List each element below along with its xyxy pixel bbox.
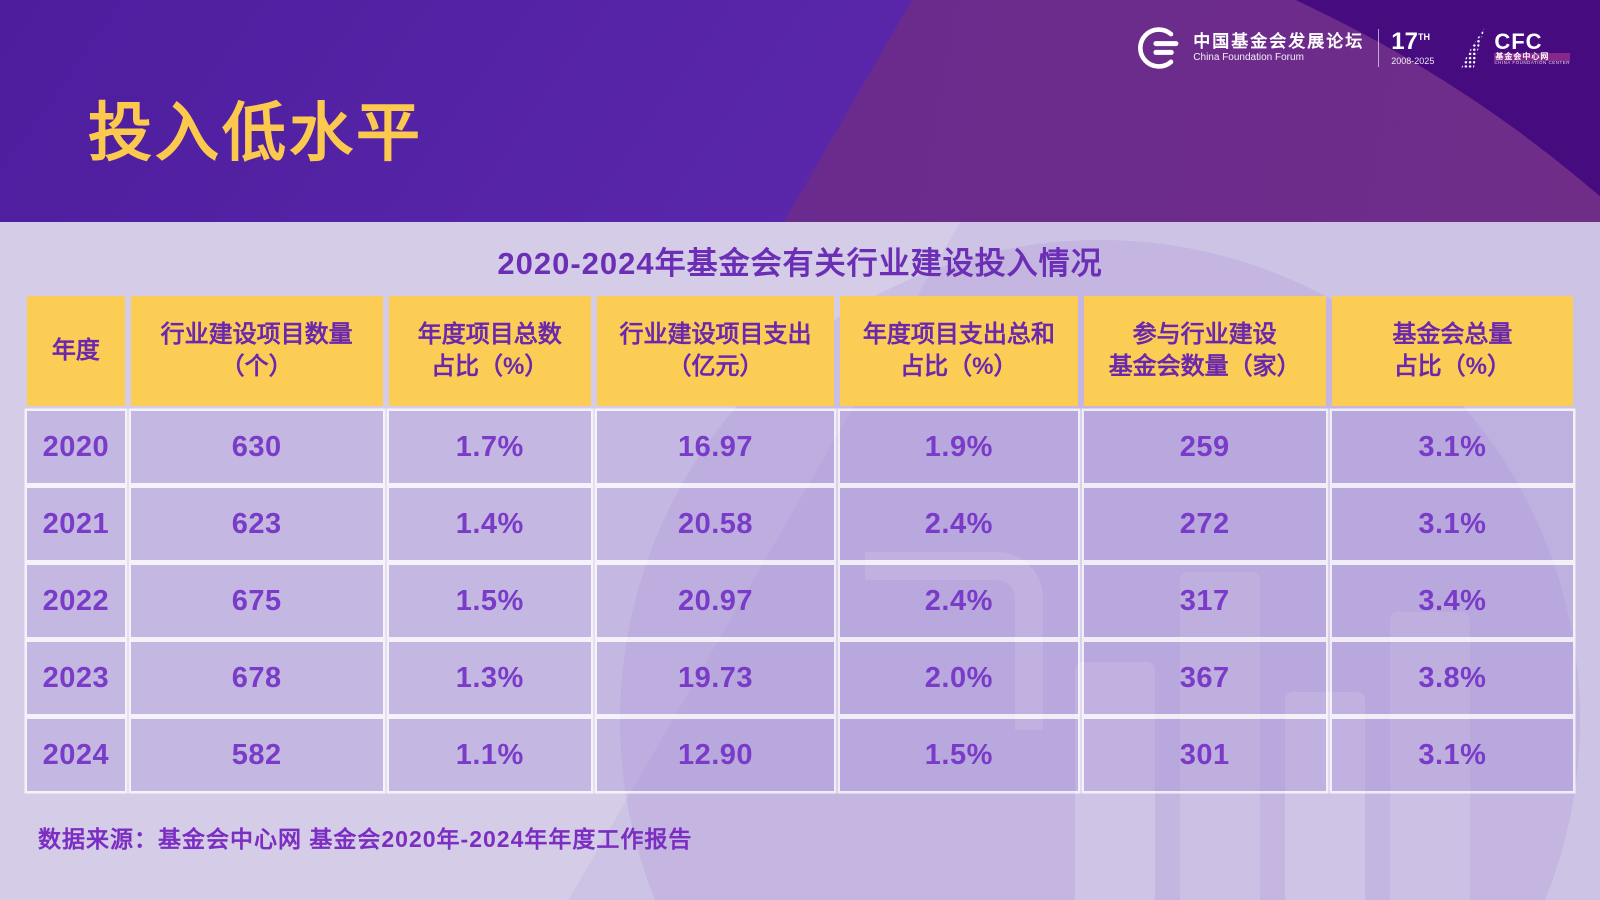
table-title: 2020-2024年基金会有关行业建设投入情况: [497, 246, 1103, 281]
table-cell: 367: [1083, 642, 1326, 714]
band-diagonal-decoration: [0, 0, 912, 222]
cfc-name-en: CHINA FOUNDATION CENTER: [1494, 60, 1570, 66]
table-cell: 3.1%: [1331, 488, 1573, 560]
table-cell: 3.4%: [1331, 565, 1573, 637]
col-header-expenditure-share: 年度项目支出总和 占比（%）: [840, 296, 1078, 406]
cff-ring-logo-icon: [1138, 27, 1179, 69]
cell-year: 2024: [27, 719, 125, 791]
bar-chart-watermark: [1180, 572, 1260, 900]
cff-name-en: China Foundation Forum: [1193, 52, 1304, 64]
table-cell: 259: [1083, 411, 1326, 483]
cfc-dotted-sail-logo-icon: [1461, 27, 1486, 68]
table-cell: 2.0%: [840, 642, 1078, 714]
table-cell: 1.5%: [388, 565, 591, 637]
cfc-abbr: CFC: [1494, 28, 1543, 54]
table-cell: 2.4%: [840, 565, 1078, 637]
cfc-name-cn: 基金会中心网: [1494, 52, 1570, 62]
table-cell: 623: [130, 488, 383, 560]
table-cell: 20.97: [596, 565, 835, 637]
cell-year: 2023: [27, 642, 125, 714]
bar-chart-watermark: [1390, 612, 1470, 900]
col-header-project-share: 年度项目总数 占比（%）: [388, 296, 591, 406]
cff-logo-group: 中国基金会发展论坛 China Foundation Forum: [1135, 24, 1364, 72]
bar-chart-watermark: [1075, 662, 1155, 900]
col-header-foundation-share: 基金会总量 占比（%）: [1331, 296, 1573, 406]
col-header-project-count: 行业建设项目数量 （个）: [130, 296, 383, 406]
cell-year: 2020: [27, 411, 125, 483]
data-table: 年度 行业建设项目数量 （个） 年度项目总数 占比（%） 行业建设项目支出 （亿元） …: [27, 296, 1573, 791]
table-cell: 1.9%: [840, 411, 1078, 483]
header-band: [0, 0, 1600, 222]
cfc-logo-group: CFC 基金会中心网 CHINA FOUNDATION CENTER: [1460, 26, 1570, 70]
col-header-foundation-count: 参与行业建设 基金会数量（家）: [1083, 296, 1326, 406]
table-cell: 678: [130, 642, 383, 714]
table-cell: 3.1%: [1331, 719, 1573, 791]
table-cell: 3.1%: [1331, 411, 1573, 483]
table-cell: 630: [130, 411, 383, 483]
cff-name-cn: 中国基金会发展论坛: [1193, 32, 1365, 52]
col-header-year: 年度: [27, 296, 125, 406]
table-cell: 1.1%: [388, 719, 591, 791]
table-cell: 2.4%: [840, 488, 1078, 560]
slide-body: 2020-2024年基金会有关行业建设投入情况 年度 行业建设项目数量 （个） 年…: [0, 222, 1600, 900]
table-cell: 1.5%: [840, 719, 1078, 791]
table-cell: 3.8%: [1331, 642, 1573, 714]
table-cell: 20.58: [596, 488, 835, 560]
table-cell: 1.4%: [388, 488, 591, 560]
table-cell: 1.3%: [388, 642, 591, 714]
rounded-corner-watermark: [865, 552, 1043, 730]
table-cell: 12.90: [596, 719, 835, 791]
table-cell: 317: [1083, 565, 1326, 637]
forum-edition: 17TH 2008-2025: [1391, 30, 1434, 66]
col-header-expenditure: 行业建设项目支出 （亿元）: [596, 296, 835, 406]
brand-logos: 中国基金会发展论坛 China Foundation Forum 17TH 20…: [1135, 22, 1570, 74]
edition-number: 17TH: [1391, 28, 1430, 55]
logo-divider: [1378, 29, 1380, 67]
table-cell: 19.73: [596, 642, 835, 714]
table-cell: 272: [1083, 488, 1326, 560]
table-cell: 675: [130, 565, 383, 637]
table-cell: 1.7%: [388, 411, 591, 483]
table-cell: 16.97: [596, 411, 835, 483]
table-cell: 301: [1083, 719, 1326, 791]
slide-title: 投入低水平: [88, 97, 423, 169]
cell-year: 2021: [27, 488, 125, 560]
table-cell: 582: [130, 719, 383, 791]
cell-year: 2022: [27, 565, 125, 637]
edition-years: 2008-2025: [1391, 56, 1435, 66]
source-note: 数据来源：基金会中心网 基金会2020年-2024年年度工作报告: [38, 826, 693, 852]
bar-chart-watermark: [1285, 692, 1365, 900]
